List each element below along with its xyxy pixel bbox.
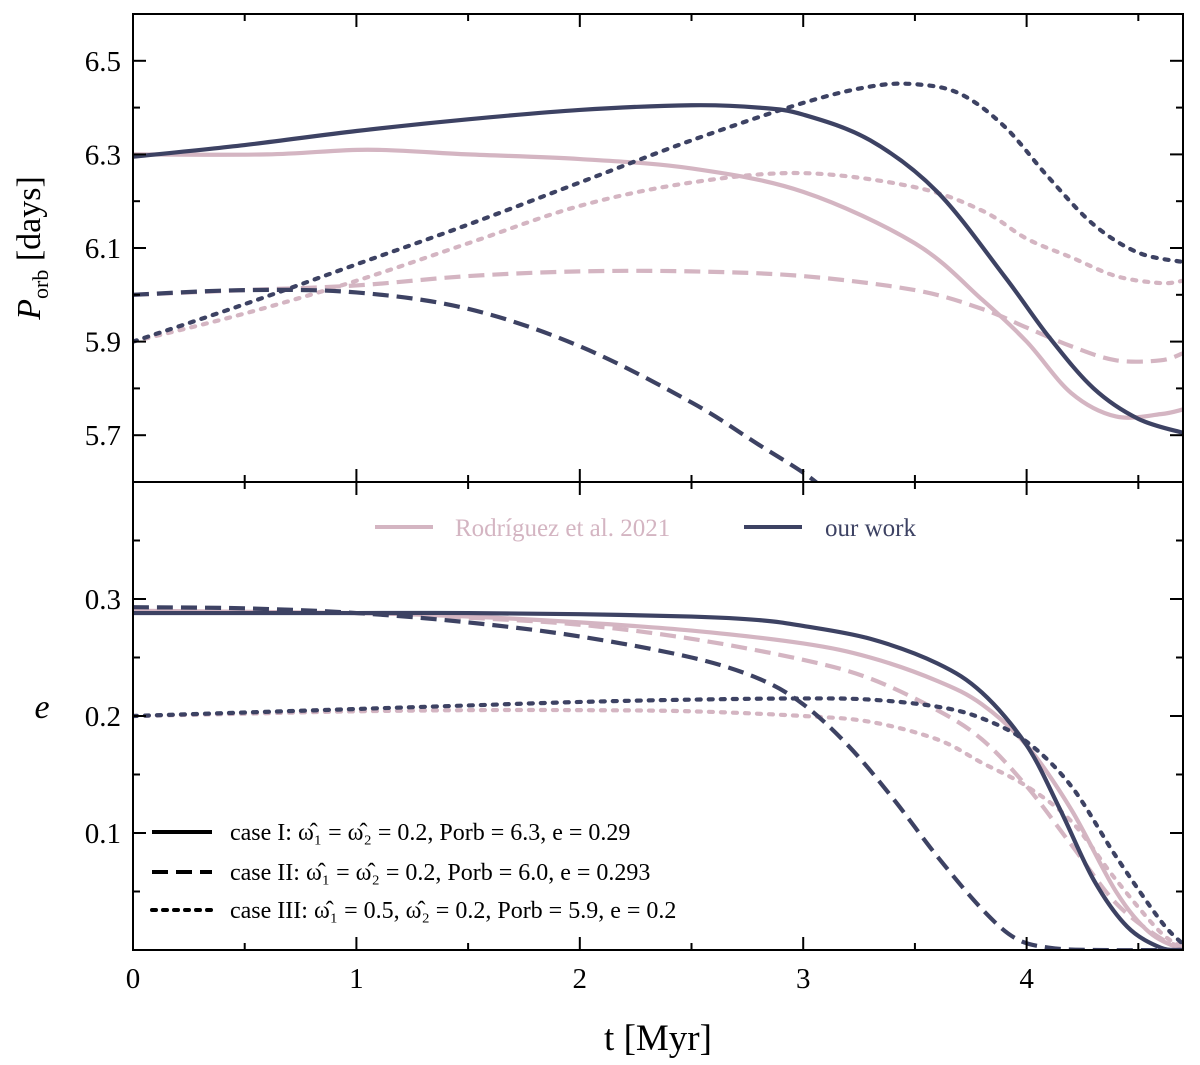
legend-case-3-label: case III: ω̂₁ = 0.5, ω̂₂ = 0.2, Porb = 5…: [230, 898, 676, 924]
x-tick-label: 0: [126, 963, 141, 995]
porb-frame: [132, 13, 1184, 483]
ecc-frame: [132, 481, 1184, 951]
x-axis-label: t [Myr]: [604, 1018, 712, 1059]
case-legend: case I: ω̂₁ = ω̂₂ = 0.2, Porb = 6.3, e =…: [150, 820, 676, 924]
ecc-ours-dashed-line: [133, 605, 1183, 950]
porb-ticks: 5.7 5.9 6.1 6.3 6.5: [85, 14, 1183, 482]
legend-case-1-label: case I: ω̂₁ = ω̂₂ = 0.2, Porb = 6.3, e =…: [230, 820, 630, 846]
ecc-ours-solid-line: [133, 610, 1183, 950]
x-tick-label: 1: [349, 963, 364, 995]
porb-rodriguez-solid-line: [133, 147, 1183, 420]
porb-ours-solid-line: [133, 103, 1183, 435]
model-legend: Rodríguez et al. 2021 our work: [375, 515, 916, 542]
ecc-series-group: [133, 605, 1183, 950]
ecc-rodriguez-dashed-line: [133, 608, 1183, 949]
porb-rodriguez-dotted-line: [133, 170, 1183, 344]
ecc-ylabel: e: [34, 689, 49, 726]
legend-our-work-label: our work: [825, 515, 916, 542]
porb-ytick-label: 6.1: [85, 233, 121, 265]
porb-ours-dotted-line: [133, 81, 1183, 344]
porb-ytick-label: 5.7: [85, 420, 121, 452]
porb-ytick-label: 5.9: [85, 327, 121, 359]
porb-ours-dashed-line: [133, 287, 820, 482]
ecc-ytick-label: 0.2: [85, 701, 121, 733]
x-tick-label: 4: [1019, 963, 1034, 995]
porb-rodriguez-dashed-line: [133, 268, 1183, 364]
legend-rodriguez-label: Rodríguez et al. 2021: [455, 515, 670, 542]
porb-ytick-label: 6.5: [85, 46, 121, 78]
ecc-ytick-label: 0.3: [85, 584, 121, 616]
porb-ytick-label: 6.3: [85, 139, 121, 171]
ecc-ytick-label: 0.1: [85, 818, 121, 850]
porb-panel: 5.7 5.9 6.1 6.3 6.5: [85, 13, 1184, 483]
legend-case-2-label: case II: ω̂₁ = ω̂₂ = 0.2, Porb = 6.0, e …: [230, 860, 650, 886]
ecc-ticks: 0.1 0.2 0.3 0 1 2 3 4: [85, 482, 1183, 995]
x-tick-label: 3: [796, 963, 811, 995]
x-tick-label: 2: [573, 963, 588, 995]
porb-series-group: [133, 81, 1183, 482]
ecc-panel: 0.1 0.2 0.3 0 1 2 3 4: [85, 481, 1184, 995]
porb-ylabel: Porb [days]: [11, 176, 53, 321]
